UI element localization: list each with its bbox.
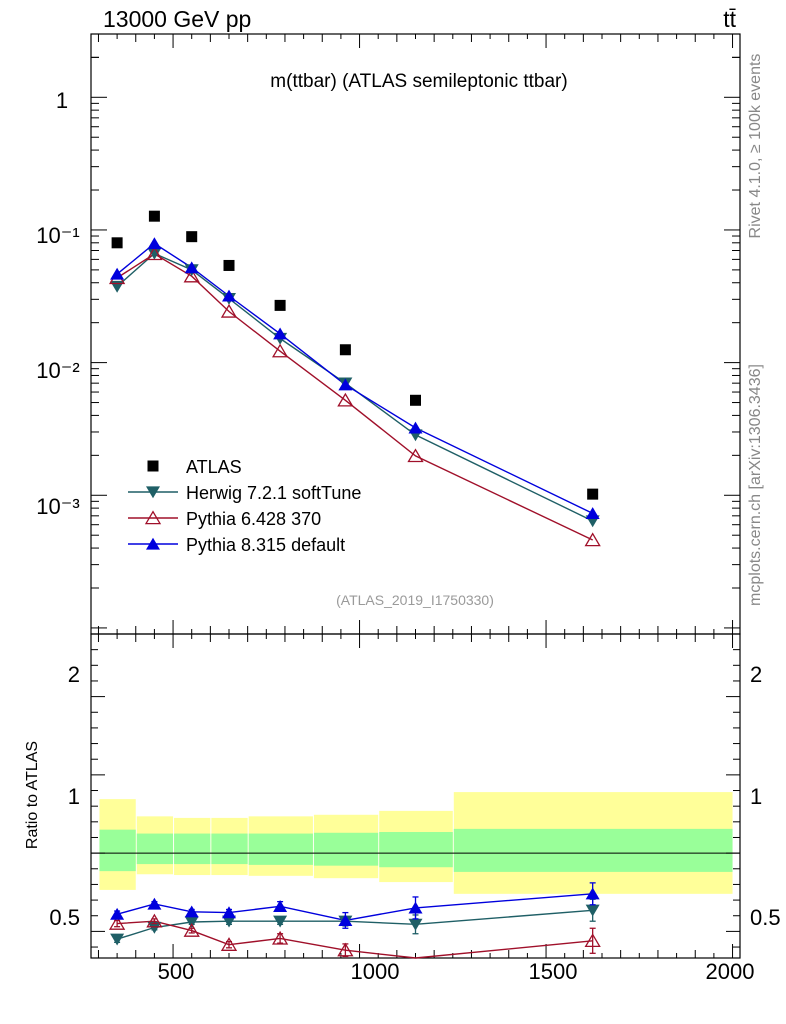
herwig-main-point (147, 247, 162, 260)
pythia6-ratio-point (146, 913, 163, 928)
pythia8-ratio-point (273, 900, 288, 912)
pythia6-main-point (407, 448, 424, 463)
legend-data-marker (147, 460, 159, 472)
ratio-ytick-label: 2 (68, 662, 80, 687)
data-main-point (186, 231, 198, 243)
xtick-label: 500 (158, 959, 195, 984)
xtick-label: 1500 (529, 959, 578, 984)
energy-label: 13000 GeV pp (103, 6, 251, 32)
pythia8-main-point (408, 421, 423, 434)
main-ytick-label: 1 (56, 88, 68, 113)
analysis-id-label: (ATLAS_2019_I1750330) (336, 592, 494, 608)
inner-band (313, 832, 379, 866)
axis-ticks (91, 33, 740, 958)
ratio-y-tick-labels: 0.5 1 2 0.5 1 2 (49, 662, 780, 930)
herwig-ratio-point (222, 915, 237, 928)
data-main-point (339, 344, 351, 356)
main-ytick-label: 10⁻² (36, 358, 79, 383)
herwig-ratio-point (585, 904, 600, 917)
pythia8-main-point (147, 237, 162, 250)
legend: ATLAS Herwig 7.2.1 softTune Pythia 6.428 3… (128, 457, 361, 555)
ratio-ytick-label-right: 2 (750, 662, 762, 687)
herwig-main-point (110, 280, 125, 293)
herwig-ratio-point (184, 916, 199, 929)
herwig-ratio-point (110, 933, 125, 946)
legend-data-label: ATLAS (186, 457, 242, 477)
inner-band (453, 828, 733, 872)
pythia8-main-line (116, 242, 594, 515)
pythia8-main-point (273, 327, 288, 340)
ratio-y-axis-label: Ratio to ATLAS (24, 741, 41, 849)
xtick-label: 1000 (351, 959, 400, 984)
legend-pythia6-label: Pythia 6.428 370 (186, 509, 321, 529)
pythia8-main-point (338, 378, 353, 391)
inner-band (136, 833, 174, 865)
data-main-point (410, 394, 421, 406)
pythia6-main-point (337, 392, 354, 407)
legend-pythia8-marker (146, 537, 160, 550)
plot-title: m(ttbar) (ATLAS semileptonic ttbar) (270, 71, 567, 92)
pythia8-main-point (585, 507, 600, 520)
herwig-ratio-point (408, 918, 423, 931)
pythia8-ratio-point (110, 907, 125, 920)
pythia6-ratio-line (117, 920, 593, 959)
pythia6-main-point (584, 532, 601, 547)
x-tick-labels: 500 1000 1500 2000 (158, 959, 755, 984)
process-label: tt̄ (723, 6, 736, 32)
pythia8-ratio-point (338, 914, 353, 927)
pythia6-ratio-point (183, 923, 200, 937)
pythia6-ratio-point (337, 942, 354, 957)
pythia8-main-point (222, 289, 237, 302)
pythia6-ratio-point (220, 937, 238, 951)
inner-band (211, 833, 248, 865)
inner-band (174, 833, 211, 865)
data-main-point (274, 299, 286, 311)
inner-band (248, 833, 313, 865)
pythia6-main-point (271, 343, 289, 358)
data-main-point (587, 488, 599, 500)
main-ytick-label: 10⁻¹ (36, 223, 79, 248)
data-main-point (111, 237, 123, 249)
pythia8-ratio-point (222, 906, 237, 919)
legend-pythia8-label: Pythia 8.315 default (186, 535, 345, 555)
legend-herwig-label: Herwig 7.2.1 softTune (186, 483, 361, 503)
pythia6-ratio-point (271, 930, 289, 945)
pythia8-main-point (184, 261, 199, 274)
main-ytick-label: 10⁻³ (36, 494, 79, 519)
legend-pythia6-marker (144, 510, 162, 525)
ratio-ytick-label-right: 0.5 (750, 905, 781, 930)
xtick-label: 2000 (706, 959, 755, 984)
rivet-label: Rivet 4.1.0, ≥ 100k events (747, 54, 764, 239)
pythia8-main-point (110, 267, 125, 280)
mcplots-label: mcplots.cern.ch [arXiv:1306.3436] (747, 364, 764, 606)
pythia6-ratio-point (108, 915, 126, 930)
herwig-ratio-point (273, 915, 288, 928)
pythia8-ratio-point (585, 887, 600, 900)
pythia6-main-point (183, 268, 200, 283)
pythia8-ratio-point (147, 897, 162, 910)
herwig-ratio-point (147, 921, 162, 934)
ratio-ytick-label: 0.5 (49, 905, 80, 930)
pythia8-ratio-point (184, 905, 199, 918)
ratio-ytick-label-right: 1 (750, 784, 762, 809)
data-main-point (148, 210, 160, 222)
series-markers (108, 210, 601, 958)
inner-band (99, 829, 136, 872)
pythia8-ratio-line (116, 893, 593, 922)
legend-herwig-marker (146, 486, 160, 499)
pythia8-ratio-point (408, 901, 423, 914)
inner-band (379, 832, 453, 868)
data-main-point (223, 259, 235, 271)
pythia6-main-point (146, 246, 163, 261)
pythia6-main-point (220, 303, 238, 318)
pythia6-ratio-point (584, 933, 601, 948)
ratio-ytick-label: 1 (68, 784, 80, 809)
herwig-main-line (116, 252, 594, 522)
ratio-uncertainty-bands (99, 792, 733, 894)
main-y-tick-labels: 1 10⁻¹ 10⁻² 10⁻³ (36, 88, 79, 519)
